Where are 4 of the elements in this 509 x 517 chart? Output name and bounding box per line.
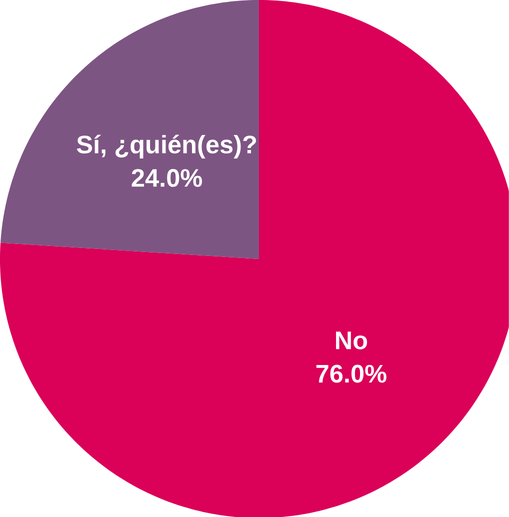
data-label: 76.0%: [316, 364, 386, 383]
slice-label: Sí, ¿quién(es)?: [76, 134, 256, 159]
data-label: 24.0%: [132, 169, 202, 187]
slice-label: No: [336, 332, 368, 350]
